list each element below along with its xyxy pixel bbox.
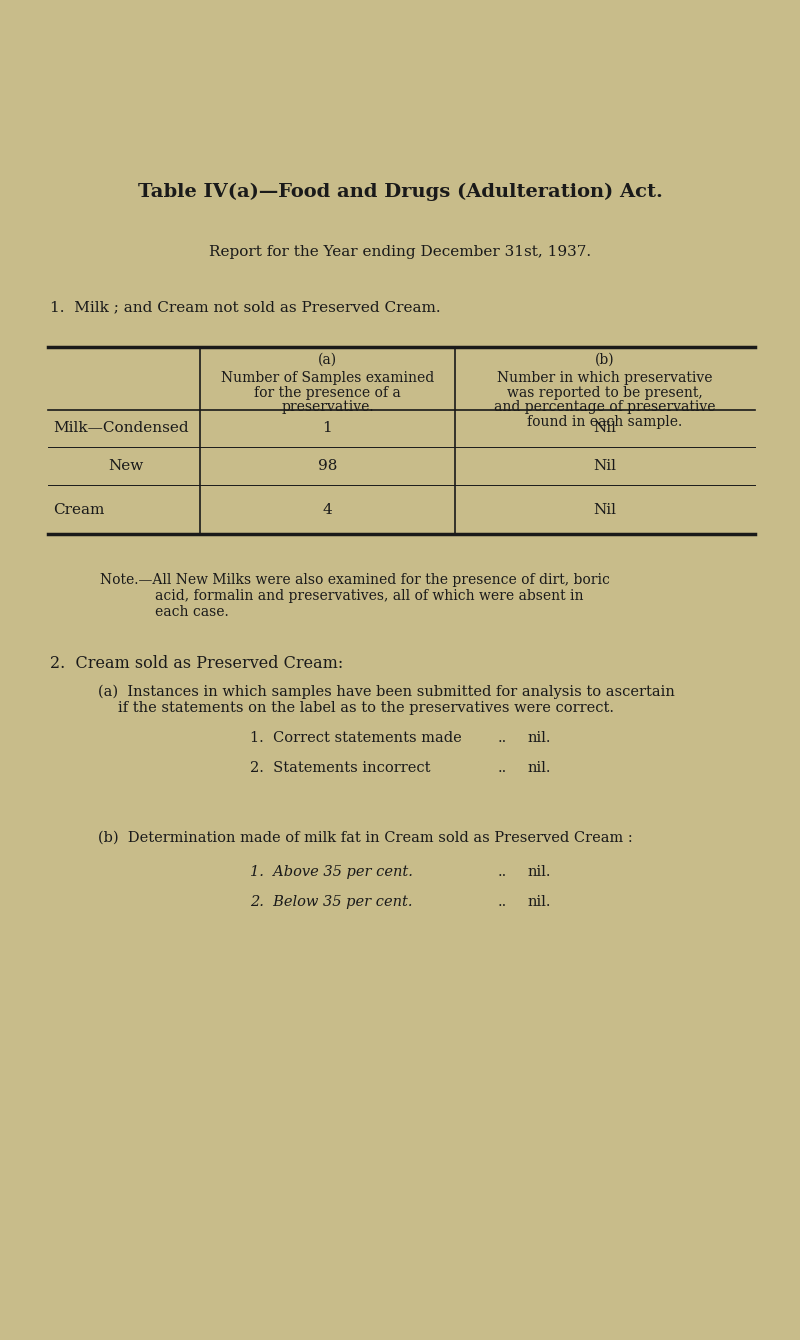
Text: and percentage of preservative: and percentage of preservative <box>494 401 716 414</box>
Text: Nil: Nil <box>594 460 617 473</box>
Text: if the statements on the label as to the preservatives were correct.: if the statements on the label as to the… <box>118 701 614 716</box>
Text: nil.: nil. <box>528 895 551 909</box>
Text: ..: .. <box>498 761 507 775</box>
Text: New: New <box>108 460 143 473</box>
Text: nil.: nil. <box>528 866 551 879</box>
Text: was reported to be present,: was reported to be present, <box>507 386 703 401</box>
Text: Report for the Year ending December 31st, 1937.: Report for the Year ending December 31st… <box>209 245 591 259</box>
Text: 2.  Cream sold as Preserved Cream:: 2. Cream sold as Preserved Cream: <box>50 655 343 673</box>
Text: (a)  Instances in which samples have been submitted for analysis to ascertain: (a) Instances in which samples have been… <box>98 685 675 699</box>
Text: Number of Samples examined: Number of Samples examined <box>221 371 434 385</box>
Text: Number in which preservative: Number in which preservative <box>498 371 713 385</box>
Text: Milk—Condensed: Milk—Condensed <box>53 422 189 436</box>
Text: (b): (b) <box>595 352 615 367</box>
Text: preservative.: preservative. <box>281 401 374 414</box>
Text: Nil: Nil <box>594 422 617 436</box>
Text: Table IV(a)—Food and Drugs (Adulteration) Act.: Table IV(a)—Food and Drugs (Adulteration… <box>138 182 662 201</box>
Text: found in each sample.: found in each sample. <box>527 415 682 429</box>
Text: nil.: nil. <box>528 732 551 745</box>
Text: nil.: nil. <box>528 761 551 775</box>
Text: 1: 1 <box>322 422 332 436</box>
Text: Note.—All New Milks were also examined for the presence of dirt, boric: Note.—All New Milks were also examined f… <box>100 574 610 587</box>
Text: for the presence of a: for the presence of a <box>254 386 401 401</box>
Text: ..: .. <box>498 895 507 909</box>
Text: 98: 98 <box>318 460 337 473</box>
Text: acid, formalin and preservatives, all of which were absent in: acid, formalin and preservatives, all of… <box>155 590 583 603</box>
Text: 1.  Above 35 per cent.: 1. Above 35 per cent. <box>250 866 413 879</box>
Text: (b)  Determination made of milk fat in Cream sold as Preserved Cream :: (b) Determination made of milk fat in Cr… <box>98 831 633 846</box>
Text: (a): (a) <box>318 352 337 367</box>
Text: 1.  Correct statements made: 1. Correct statements made <box>250 732 462 745</box>
Text: Cream: Cream <box>53 502 104 516</box>
Text: ..: .. <box>498 866 507 879</box>
Text: 4: 4 <box>322 502 332 516</box>
Text: each case.: each case. <box>155 604 229 619</box>
Text: Nil: Nil <box>594 502 617 516</box>
Text: ..: .. <box>498 732 507 745</box>
Text: 2.  Below 35 per cent.: 2. Below 35 per cent. <box>250 895 413 909</box>
Text: 1.  Milk ; and Cream not sold as Preserved Cream.: 1. Milk ; and Cream not sold as Preserve… <box>50 300 441 314</box>
Text: 2.  Statements incorrect: 2. Statements incorrect <box>250 761 430 775</box>
